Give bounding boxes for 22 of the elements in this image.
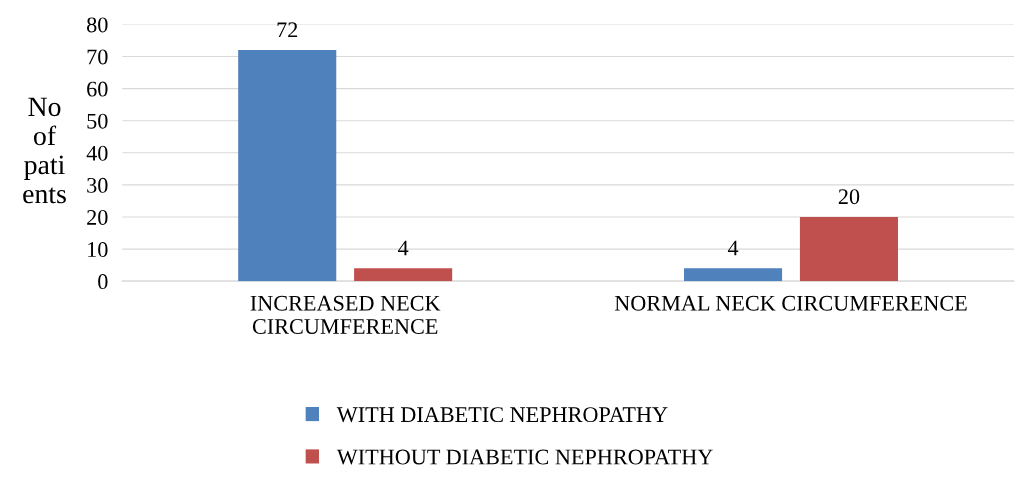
bar	[238, 50, 337, 282]
y-tick-label: 70	[87, 49, 108, 65]
data-label: 20	[838, 189, 860, 205]
y-axis-title: No of pati ents	[23, 97, 66, 204]
x-tick-label: NORMAL NECK CIRCUMFERENCE	[614, 295, 967, 311]
y-tick-label: 80	[87, 17, 108, 33]
y-tick-label: 60	[87, 81, 108, 97]
y-tick-label: 20	[87, 209, 108, 225]
data-label: 4	[398, 240, 409, 256]
legend-label: WITH DIABETIC NEPHROPATHY	[336, 407, 668, 423]
y-tick-label: 10	[88, 242, 108, 258]
data-label: 72	[277, 22, 298, 38]
x-tick-label: INCREASED NECK CIRCUMFERENCE	[250, 295, 441, 334]
bar	[684, 268, 783, 282]
y-tick-label: 40	[86, 145, 108, 161]
y-tick-label: 50	[87, 113, 108, 129]
y-tick-label: 0	[98, 274, 108, 290]
y-tick-label: 30	[87, 177, 108, 193]
bar	[354, 268, 453, 282]
data-label: 4	[727, 240, 739, 256]
legend-label: WITHOUT DIABETIC NEPHROPATHY	[336, 449, 713, 465]
bar	[799, 216, 898, 282]
